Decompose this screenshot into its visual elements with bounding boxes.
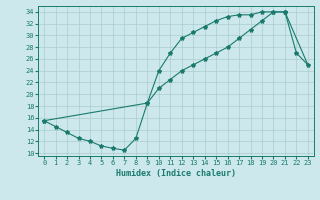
X-axis label: Humidex (Indice chaleur): Humidex (Indice chaleur): [116, 169, 236, 178]
